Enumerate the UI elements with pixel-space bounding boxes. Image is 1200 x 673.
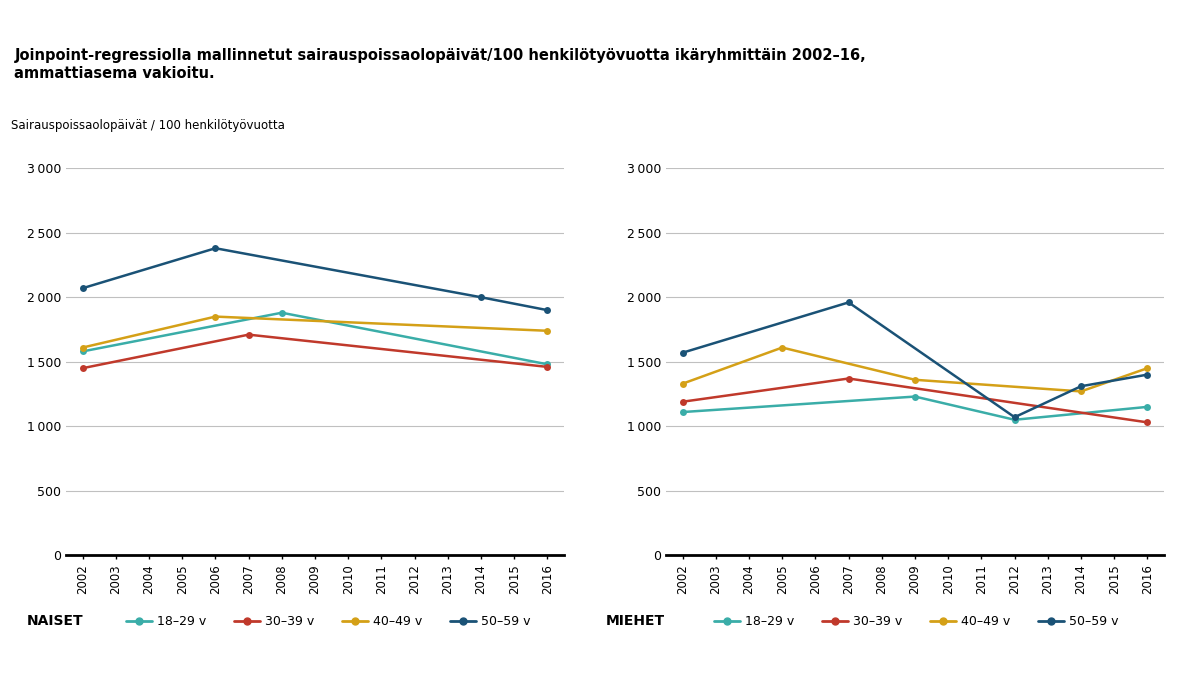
Text: Sairauspoissaolopäivät / 100 henkilötyövuotta: Sairauspoissaolopäivät / 100 henkilötyöv… bbox=[11, 118, 284, 132]
Text: 40–49 v: 40–49 v bbox=[961, 614, 1010, 628]
Text: Joinpoint-regressiolla mallinnetut sairauspoissaolopäivät/100 henkilötyövuotta i: Joinpoint-regressiolla mallinnetut saira… bbox=[14, 48, 866, 81]
Text: 30–39 v: 30–39 v bbox=[853, 614, 902, 628]
Text: 18–29 v: 18–29 v bbox=[157, 614, 206, 628]
Text: NAISET: NAISET bbox=[26, 614, 83, 628]
Text: 18–29 v: 18–29 v bbox=[745, 614, 794, 628]
Text: 50–59 v: 50–59 v bbox=[1069, 614, 1118, 628]
Text: MIEHET: MIEHET bbox=[606, 614, 665, 628]
Text: KUVIO 1.: KUVIO 1. bbox=[12, 9, 95, 28]
Text: 50–59 v: 50–59 v bbox=[481, 614, 530, 628]
Text: 40–49 v: 40–49 v bbox=[373, 614, 422, 628]
Text: 30–39 v: 30–39 v bbox=[265, 614, 314, 628]
